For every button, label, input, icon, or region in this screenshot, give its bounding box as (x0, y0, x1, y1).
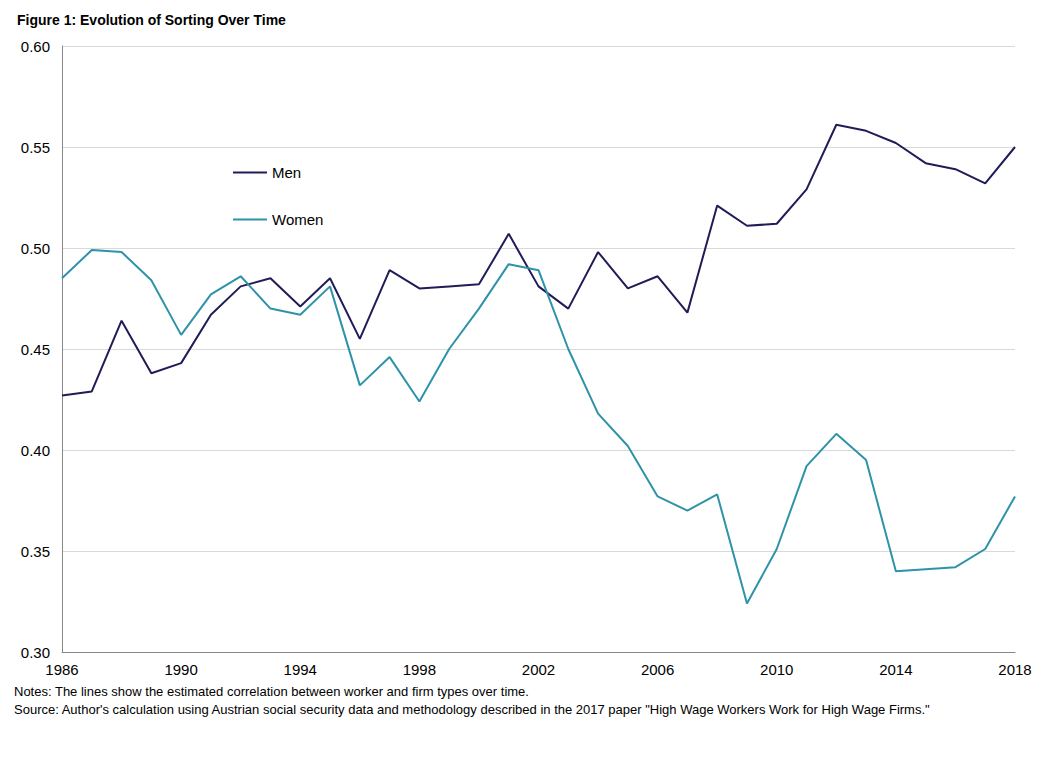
svg-text:Source: Author's calculation u: Source: Author's calculation using Austr… (14, 702, 930, 717)
svg-text:0.45: 0.45 (21, 341, 50, 358)
svg-text:1990: 1990 (164, 661, 197, 678)
svg-text:0.55: 0.55 (21, 139, 50, 156)
svg-text:2010: 2010 (760, 661, 793, 678)
svg-text:Figure 1: Evolution of Sorting: Figure 1: Evolution of Sorting Over Time (17, 12, 286, 28)
svg-text:1986: 1986 (45, 661, 78, 678)
svg-text:2006: 2006 (641, 661, 674, 678)
svg-text:0.35: 0.35 (21, 543, 50, 560)
svg-text:0.30: 0.30 (21, 644, 50, 661)
svg-text:Men: Men (272, 164, 301, 181)
svg-text:0.50: 0.50 (21, 240, 50, 257)
svg-text:1994: 1994 (284, 661, 317, 678)
svg-text:0.60: 0.60 (21, 38, 50, 55)
svg-text:Notes: The lines show the esti: Notes: The lines show the estimated corr… (14, 684, 529, 699)
svg-text:1998: 1998 (403, 661, 436, 678)
svg-text:Women: Women (272, 211, 323, 228)
svg-text:2002: 2002 (522, 661, 555, 678)
svg-text:2014: 2014 (879, 661, 912, 678)
svg-text:0.40: 0.40 (21, 442, 50, 459)
svg-text:2018: 2018 (998, 661, 1031, 678)
